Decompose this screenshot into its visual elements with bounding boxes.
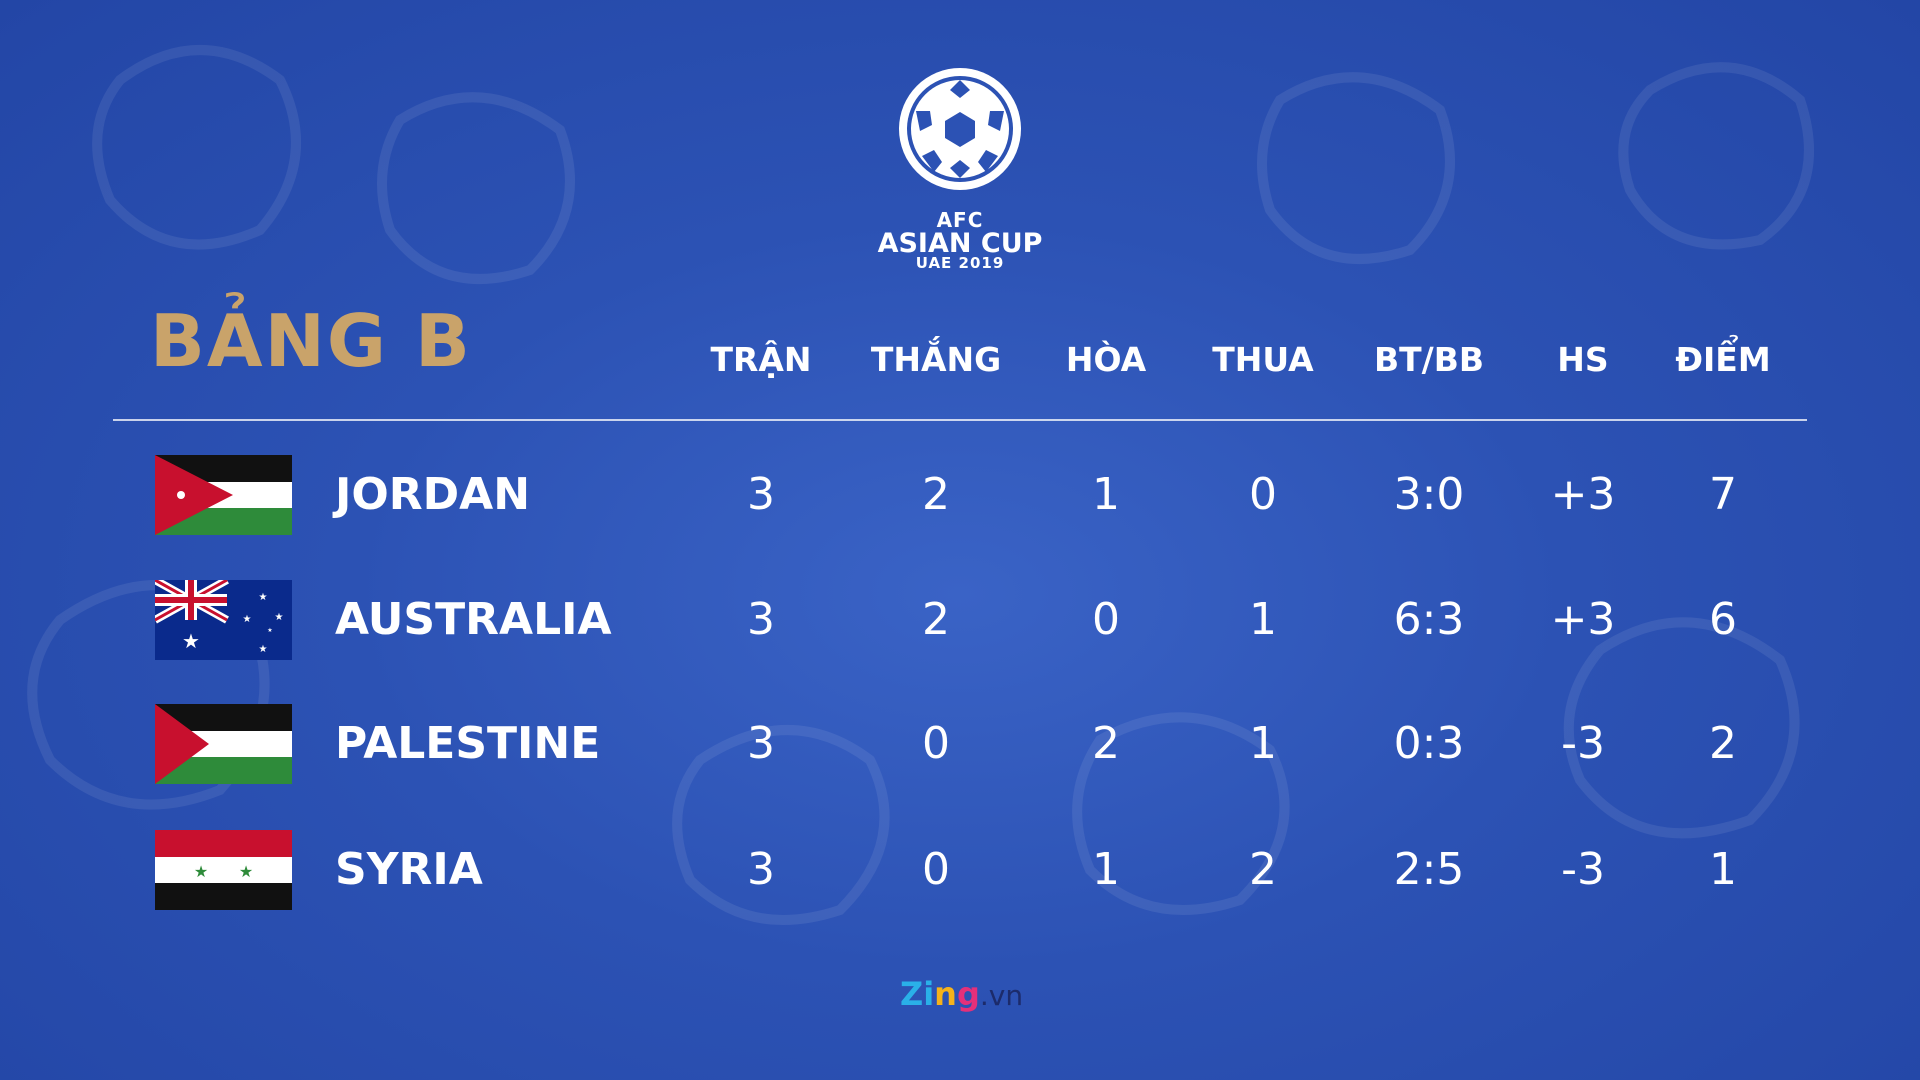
cell-wins: 0 bbox=[922, 844, 950, 895]
footer-brand-part-1: Zi bbox=[900, 975, 935, 1013]
logo-line-uae: UAE 2019 bbox=[915, 254, 1005, 272]
australia-flag-icon: ★ ★ ★ ★ ★ ★ bbox=[155, 580, 292, 660]
cell-played: 3 bbox=[747, 469, 775, 520]
cell-losses: 0 bbox=[1249, 469, 1277, 520]
svg-text:★: ★ bbox=[194, 862, 208, 881]
cell-losses: 1 bbox=[1249, 718, 1277, 769]
table-row: ★ ★ SYRIA 3 0 1 2 2:5 -3 1 bbox=[0, 830, 1920, 910]
syria-flag-icon: ★ ★ bbox=[155, 830, 292, 910]
cell-wins: 2 bbox=[922, 594, 950, 645]
cell-points: 1 bbox=[1709, 844, 1737, 895]
cell-goals: 0:3 bbox=[1393, 718, 1465, 769]
logo-line-asian-cup: ASIAN CUP bbox=[877, 228, 1043, 259]
cell-played: 3 bbox=[747, 594, 775, 645]
cell-draws: 1 bbox=[1092, 469, 1120, 520]
afc-asian-cup-ball-icon bbox=[899, 68, 1021, 190]
logo-line-afc: AFC bbox=[936, 208, 984, 232]
svg-text:★: ★ bbox=[243, 614, 252, 625]
cell-draws: 1 bbox=[1092, 844, 1120, 895]
svg-text:★: ★ bbox=[275, 612, 284, 623]
table-row: JORDAN 3 2 1 0 3:0 +3 7 bbox=[0, 455, 1920, 535]
cell-goals: 2:5 bbox=[1393, 844, 1465, 895]
team-name: JORDAN bbox=[335, 469, 531, 520]
cell-draws: 0 bbox=[1092, 594, 1120, 645]
cell-played: 3 bbox=[747, 718, 775, 769]
cell-goal-difference: +3 bbox=[1550, 594, 1616, 645]
header-draws: HÒA bbox=[1065, 340, 1147, 379]
table-row: PALESTINE 3 0 2 1 0:3 -3 2 bbox=[0, 704, 1920, 784]
cell-points: 6 bbox=[1709, 594, 1737, 645]
cell-wins: 0 bbox=[922, 718, 950, 769]
team-name: PALESTINE bbox=[335, 718, 601, 769]
jordan-flag-icon bbox=[155, 455, 292, 535]
cell-goal-difference: -3 bbox=[1561, 844, 1605, 895]
svg-text:★: ★ bbox=[259, 592, 268, 603]
table-row: ★ ★ ★ ★ ★ ★ AUSTRALIA 3 2 0 1 6:3 +3 6 bbox=[0, 580, 1920, 660]
team-name: AUSTRALIA bbox=[335, 594, 612, 645]
footer-brand-part-2: n bbox=[934, 975, 957, 1013]
footer-brand-domain: .vn bbox=[979, 979, 1024, 1012]
header-goals: BT/BB bbox=[1373, 340, 1485, 379]
cell-points: 2 bbox=[1709, 718, 1737, 769]
cell-goal-difference: -3 bbox=[1561, 718, 1605, 769]
header-played: TRẬN bbox=[710, 340, 812, 379]
svg-text:★: ★ bbox=[267, 627, 272, 634]
group-title: BẢNG B bbox=[150, 299, 472, 383]
cell-wins: 2 bbox=[922, 469, 950, 520]
header-wins: THẮNG bbox=[870, 340, 1002, 379]
svg-text:★: ★ bbox=[239, 862, 253, 881]
cell-draws: 2 bbox=[1092, 718, 1120, 769]
cell-goals: 6:3 bbox=[1393, 594, 1465, 645]
header-goal-difference: HS bbox=[1557, 340, 1609, 379]
team-name: SYRIA bbox=[335, 844, 483, 895]
cell-played: 3 bbox=[747, 844, 775, 895]
cell-points: 7 bbox=[1709, 469, 1737, 520]
zing-vn-logo: Zing.vn bbox=[900, 978, 1030, 1010]
header-divider bbox=[113, 419, 1807, 421]
footer-brand-part-3: g bbox=[956, 975, 980, 1013]
cell-goal-difference: +3 bbox=[1550, 469, 1616, 520]
header-losses: THUA bbox=[1212, 340, 1314, 379]
svg-text:★: ★ bbox=[182, 629, 200, 653]
cell-losses: 1 bbox=[1249, 594, 1277, 645]
cell-goals: 3:0 bbox=[1393, 469, 1465, 520]
header-points: ĐIỂM bbox=[1675, 340, 1771, 379]
palestine-flag-icon bbox=[155, 704, 292, 784]
cell-losses: 2 bbox=[1249, 844, 1277, 895]
svg-text:★: ★ bbox=[259, 644, 268, 655]
